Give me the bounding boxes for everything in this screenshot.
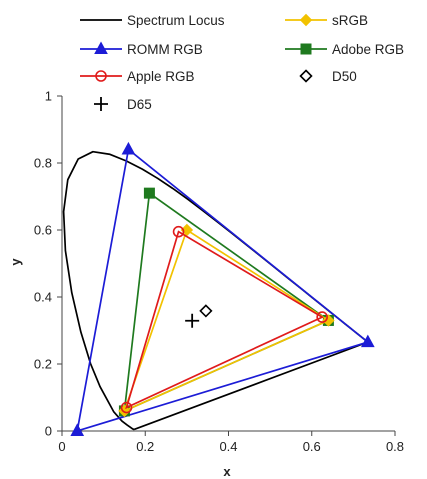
x-tick-label: 0.8 <box>386 439 404 454</box>
series-spectrum-locus <box>62 150 369 431</box>
y-tick-label: 1 <box>45 89 52 104</box>
series-adobe-rgb <box>118 187 334 417</box>
srgb-point <box>322 314 335 327</box>
y-tick-label: 0.6 <box>34 223 52 238</box>
legend-marker <box>299 13 313 27</box>
spectrum-locus-line <box>62 150 369 431</box>
romm-rgb-point <box>70 423 85 436</box>
y-tick-label: 0.4 <box>34 290 52 305</box>
legend-marker <box>299 69 313 83</box>
legend-marker <box>95 70 107 82</box>
legend-label: D65 <box>127 97 152 112</box>
srgb-gamut-line <box>122 228 331 413</box>
legend-label: sRGB <box>332 13 368 28</box>
apple-rgb-gamut-line <box>125 230 324 410</box>
x-tick-label: 0.4 <box>219 439 237 454</box>
series-romm-rgb <box>70 141 375 436</box>
legend-label: Spectrum Locus <box>127 13 225 28</box>
romm-rgb-point <box>121 141 136 155</box>
d50-point <box>199 304 213 318</box>
legend-marker <box>300 43 312 55</box>
legend-item-spectrum-locus: Spectrum Locus <box>80 13 225 28</box>
plot-axes: 0 0.2 0.4 0.6 0.8 0 0.2 0.4 0.6 0.8 1 <box>34 89 404 455</box>
series-srgb <box>118 223 335 418</box>
series-d50 <box>199 304 213 318</box>
y-tick-label: 0.2 <box>34 357 52 372</box>
x-axis-label: x <box>223 464 231 479</box>
apple-rgb-point <box>316 311 328 323</box>
legend-item-d50: D50 <box>299 69 357 84</box>
y-tick-label: 0 <box>45 424 52 439</box>
y-tick-label: 0.8 <box>34 156 52 171</box>
legend-item-apple-rgb: Apple RGB <box>80 69 195 84</box>
x-tick-label: 0.6 <box>303 439 321 454</box>
apple-rgb-point <box>172 225 185 238</box>
plot-area <box>62 141 375 436</box>
legend-item-romm-rgb: ROMM RGB <box>80 41 203 57</box>
x-tick-label: 0.2 <box>136 439 154 454</box>
romm-rgb-point <box>360 334 375 348</box>
legend-label: Adobe RGB <box>332 42 404 57</box>
legend-label: Apple RGB <box>127 69 195 84</box>
legend-item-adobe-rgb: Adobe RGB <box>285 42 404 57</box>
x-tick-label: 0 <box>58 439 65 454</box>
series-apple-rgb <box>120 225 328 414</box>
legend-marker <box>94 97 108 111</box>
legend-label: ROMM RGB <box>127 42 203 57</box>
legend: Spectrum Locus sRGB ROMM RGB Adobe RGB Apple… <box>80 13 404 112</box>
legend-label: D50 <box>332 69 357 84</box>
romm-rgb-gamut-line <box>76 147 370 433</box>
apple-rgb-point <box>120 401 133 414</box>
series-d65 <box>185 313 200 328</box>
legend-item-srgb: sRGB <box>285 13 368 28</box>
y-axis-label: y <box>8 258 23 266</box>
legend-marker <box>94 41 108 54</box>
d65-point <box>185 313 200 328</box>
legend-item-d65: D65 <box>94 97 152 112</box>
adobe-rgb-point <box>143 187 155 199</box>
